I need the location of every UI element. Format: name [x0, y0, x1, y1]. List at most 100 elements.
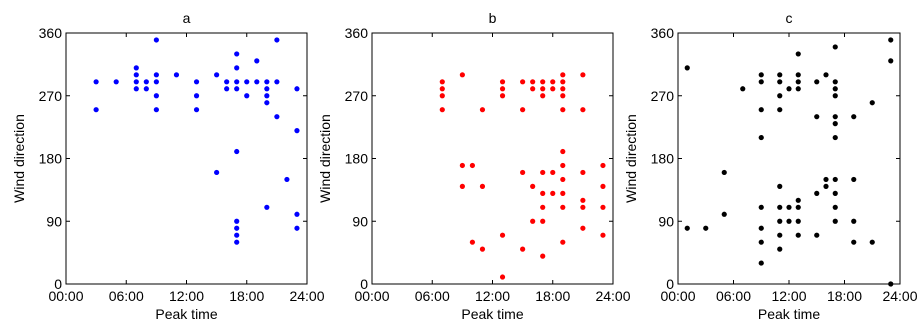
data-point [758, 134, 764, 141]
chart-panel-a: a 00:00 06:00 12:00 18:00 24:00 0 90 180 270 360 Pe… [11, 10, 325, 322]
data-point [580, 197, 586, 203]
data-point [600, 162, 606, 169]
data-point [143, 86, 149, 92]
data-point [777, 246, 783, 252]
data-point [580, 204, 586, 210]
data-point [294, 86, 300, 92]
x-axis-label: Peak time [461, 306, 523, 322]
data-point [193, 93, 200, 99]
data-point [193, 107, 200, 113]
data-point [234, 65, 240, 71]
chart-title: b [489, 10, 497, 26]
data-point [580, 169, 586, 176]
data-point [721, 169, 727, 176]
data-point [823, 72, 829, 78]
data-point [560, 148, 566, 155]
data-point [832, 86, 838, 92]
data-point [560, 93, 566, 99]
chart-panel-c: c 00:00 06:00 12:00 18:00 24:00 0 90 180 270 360 Pe… [623, 10, 918, 322]
data-point [540, 79, 546, 85]
data-point [814, 79, 820, 85]
x-tick-label: 06:00 [415, 288, 450, 304]
data-point [244, 93, 250, 99]
data-point [823, 183, 829, 189]
data-point [294, 225, 300, 231]
data-point [786, 204, 792, 210]
data-point [193, 79, 200, 85]
data-point [133, 72, 139, 78]
data-point [459, 162, 465, 169]
data-point [540, 204, 546, 210]
data-point [758, 260, 764, 266]
data-point [113, 79, 119, 85]
x-tick-label: 24:00 [289, 288, 324, 304]
x-axis-label: Peak time [758, 306, 820, 322]
data-point [264, 86, 270, 92]
data-point [832, 134, 838, 141]
data-point [214, 169, 220, 176]
data-point [439, 79, 445, 85]
data-point [439, 107, 445, 113]
data-point [153, 93, 159, 99]
data-point [499, 232, 506, 238]
x-tick-label: 18:00 [229, 288, 264, 304]
data-point [499, 93, 506, 99]
x-tick-label: 06:00 [716, 288, 751, 304]
data-point [560, 239, 566, 245]
data-point [795, 197, 801, 203]
data-point [520, 169, 526, 176]
data-point [869, 100, 875, 106]
y-tick-label: 180 [651, 151, 675, 167]
data-point [173, 72, 180, 78]
data-point [560, 190, 566, 196]
data-point [832, 44, 838, 50]
data-point [777, 107, 783, 113]
data-point [814, 190, 820, 196]
data-point [888, 37, 894, 43]
data-point [530, 79, 536, 85]
data-point [540, 190, 546, 196]
data-point [684, 65, 690, 71]
data-point [234, 232, 240, 238]
data-point [560, 176, 566, 183]
axes-box [65, 32, 308, 285]
data-point [832, 218, 838, 224]
data-point [540, 253, 546, 259]
data-point [777, 204, 783, 210]
data-point [224, 86, 230, 92]
data-point [540, 86, 546, 92]
y-tick-label: 270 [651, 88, 675, 104]
data-point [721, 211, 727, 217]
data-point [499, 86, 506, 92]
data-point [294, 211, 300, 217]
data-point [832, 121, 838, 127]
data-point [832, 114, 838, 120]
data-point [740, 86, 746, 92]
data-point [153, 37, 159, 43]
axes-box [371, 32, 614, 285]
data-point [758, 239, 764, 245]
data-point [520, 246, 526, 252]
data-point [214, 72, 220, 78]
data-point [143, 79, 149, 85]
data-point [153, 72, 159, 78]
x-tick-label: 24:00 [595, 288, 630, 304]
data-point [540, 169, 546, 176]
data-point [777, 79, 783, 85]
y-tick-label: 0 [666, 276, 674, 292]
y-tick-label: 270 [39, 88, 63, 104]
data-point [479, 107, 486, 113]
data-point [851, 114, 857, 120]
data-point [795, 51, 801, 57]
data-point [274, 114, 280, 120]
data-point [758, 72, 764, 78]
data-point [580, 107, 586, 113]
data-point [93, 79, 99, 85]
data-point [234, 79, 240, 85]
data-point [600, 204, 606, 210]
data-point [550, 86, 556, 92]
data-point [814, 232, 820, 238]
data-point [550, 190, 556, 196]
data-point [580, 72, 586, 78]
y-tick-label: 0 [54, 276, 62, 292]
